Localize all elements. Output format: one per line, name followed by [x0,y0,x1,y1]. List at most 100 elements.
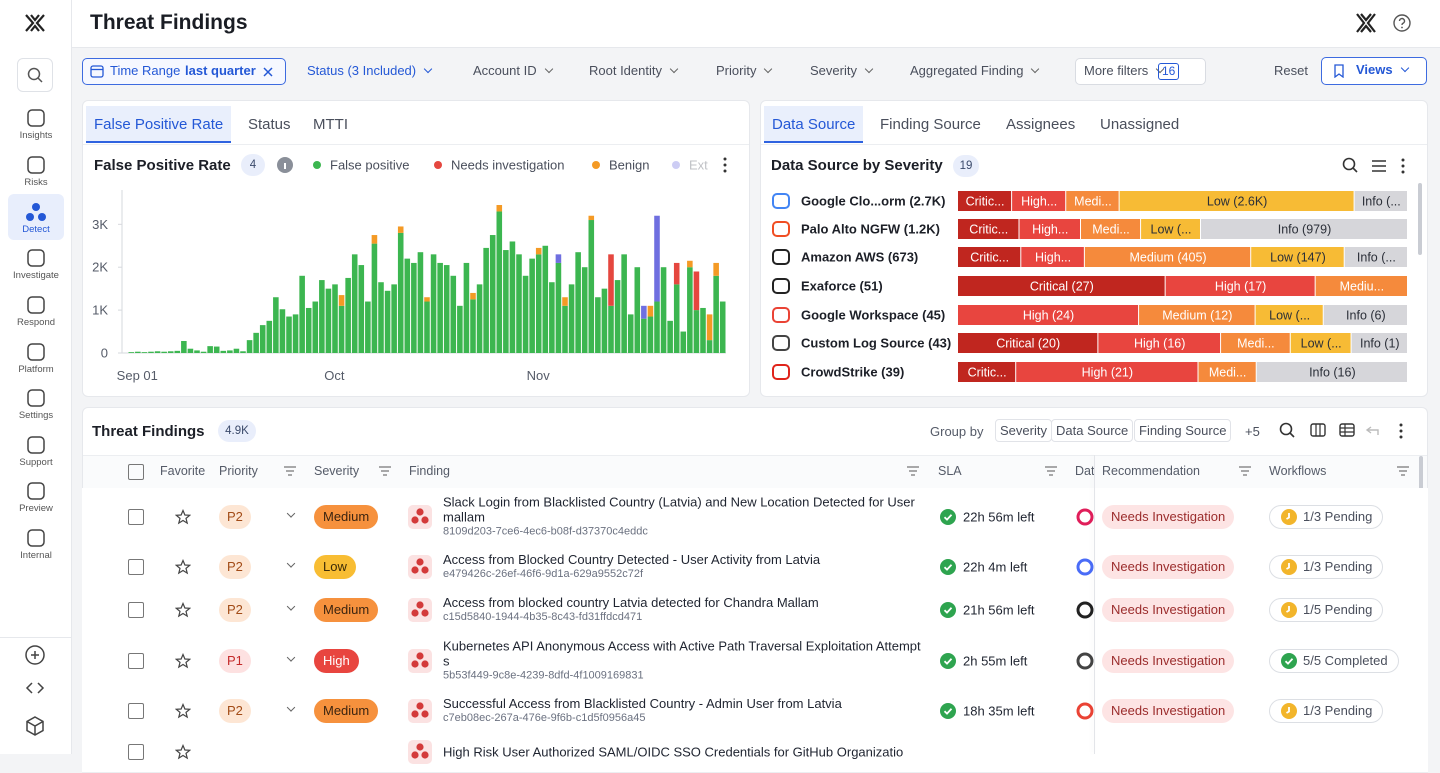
more-filters[interactable]: More filters 16 [1075,58,1206,85]
nav-item[interactable]: Respond [8,287,64,333]
icon-shape [416,508,424,516]
tab[interactable]: Assignees [1006,116,1076,133]
nav-label: Investigate [13,270,59,281]
source-icon [1076,601,1094,618]
priority-chevron[interactable] [279,558,294,573]
workflow-pill[interactable]: 1/3 Pending [1269,699,1384,723]
tab[interactable]: Status [248,116,291,133]
finding-title[interactable]: Access from blocked country Latvia detec… [443,594,819,610]
tab[interactable]: MTTI [313,116,348,133]
column-header[interactable]: Severity [314,464,360,478]
nav-label: Preview [19,503,53,514]
filter[interactable]: Severity [810,62,872,80]
workflow-pill[interactable]: 1/5 Pending [1269,597,1384,622]
favorite-star[interactable] [175,559,191,575]
table-row[interactable]: P2 Medium Successful Access from Blacklist… [82,690,1428,733]
row-checkbox[interactable] [128,744,144,760]
favorite-star[interactable] [175,601,191,618]
time-range-value: last quarter [185,63,256,78]
nav-item[interactable]: Investigate [8,240,64,286]
brand-button[interactable] [1353,10,1379,36]
column-header[interactable]: Finding [409,464,450,478]
row-checkbox[interactable] [128,652,144,669]
column-header[interactable]: SLA [938,464,962,478]
priority-chevron[interactable] [279,651,294,666]
panel-tools[interactable] [1341,156,1411,176]
nav-item[interactable]: Settings [8,380,64,426]
finding-title[interactable]: High Risk User Authorized SAML/OIDC SSO … [443,744,904,760]
finding-title[interactable]: Successful Access from Blacklisted Count… [443,696,842,711]
nav-item[interactable]: Detect [8,194,64,240]
tab[interactable]: Unassigned [1100,116,1180,133]
nav-item[interactable]: Insights [8,100,64,146]
clear-icon[interactable] [263,67,273,77]
status-filter[interactable]: Status (3 Included) [307,62,431,80]
nav-item[interactable]: Internal [8,520,64,566]
chat-icon[interactable] [23,643,47,667]
filter[interactable]: Account ID [473,62,552,80]
finding-id: c7eb08ec-267a-476e-9f6b-c1d5f0956a45 [443,712,646,724]
filter[interactable]: Priority [716,62,771,80]
workflow-icon [1281,652,1297,669]
help-button[interactable] [1392,13,1412,33]
scrollbar [1419,456,1423,498]
finding-title[interactable]: Slack Login from Blacklisted Country (La… [443,494,915,525]
table-row[interactable]: P2 Medium Slack Login from Blacklisted Cou… [82,488,1428,547]
row-checkbox[interactable] [128,601,144,618]
code-icon[interactable] [23,676,47,700]
finding-title[interactable]: Access from Blocked Country Detected - U… [443,552,821,567]
table-row[interactable]: P2 Low Access from Blocked Country Detecte… [82,546,1428,589]
column-header[interactable]: Favorite [160,464,206,478]
favorite-star[interactable] [175,703,191,719]
filter[interactable]: Aggregated Finding [910,62,1038,80]
group-more[interactable]: +5 [1245,424,1260,439]
count-badge: 19 [953,155,979,177]
tab[interactable]: False Positive Rate [86,106,232,143]
priority-chevron[interactable] [279,508,294,523]
nav-icon [27,436,45,454]
priority-chevron[interactable] [279,600,294,615]
row-checkbox[interactable] [128,509,144,525]
group-chip[interactable]: Finding Source [1134,419,1232,442]
finding-title[interactable]: Kubernetes API Anonymous Access with Act… [443,638,921,668]
nav-item[interactable]: Risks [8,147,64,193]
table-row[interactable]: P1 High Kubernetes API Anonymous Access wi… [82,631,1428,691]
group-chip[interactable]: Data Source [1051,419,1134,442]
icon-shape [943,657,953,665]
workflow-pill[interactable]: 1/3 Pending [1269,505,1384,529]
favorite-star[interactable] [175,509,191,525]
tab[interactable]: Data Source [764,106,864,143]
group-chip[interactable]: Severity [995,419,1052,442]
sla-icon [940,601,956,618]
views-button[interactable]: Views [1321,57,1427,85]
favorite-star[interactable] [175,652,191,669]
tab[interactable]: Finding Source [880,116,981,133]
icon-shape [1286,605,1290,613]
table-row[interactable]: High Risk User Authorized SAML/OIDC SSO … [82,732,1428,773]
filter[interactable]: Root Identity [589,62,677,80]
column-header[interactable]: Recommendation [1102,464,1200,478]
column-header[interactable]: Priority [219,464,258,478]
workflow-pill[interactable]: 1/3 Pending [1269,555,1384,579]
nav-item[interactable]: Platform [8,334,64,380]
severity-pill: Medium [314,699,379,723]
row-checkbox[interactable] [128,703,144,719]
table-tools[interactable] [1278,421,1418,441]
cube-icon[interactable] [23,714,47,738]
table-row[interactable]: P2 Medium Access from blocked country Latv… [82,588,1428,632]
column-header[interactable]: Workflows [1269,464,1327,478]
reset-button[interactable]: Reset [1274,63,1308,78]
workflow-pill[interactable]: 5/5 Completed [1269,648,1399,673]
logo[interactable] [23,11,47,35]
nav-item[interactable]: Support [8,427,64,473]
priority-chevron[interactable] [279,702,294,717]
icon-shape [943,564,953,571]
row-checkbox[interactable] [128,559,144,575]
time-range-filter[interactable]: Time Range last quarter [82,58,286,85]
column-header[interactable]: Dat [1075,464,1095,478]
header-checkbox[interactable] [128,464,144,480]
favorite-star[interactable] [175,744,191,760]
nav-item[interactable]: Preview [8,473,64,519]
search-button[interactable] [17,58,53,92]
finding-id: e479426c-26ef-46f6-9d1a-629a9552c72f [443,568,643,580]
